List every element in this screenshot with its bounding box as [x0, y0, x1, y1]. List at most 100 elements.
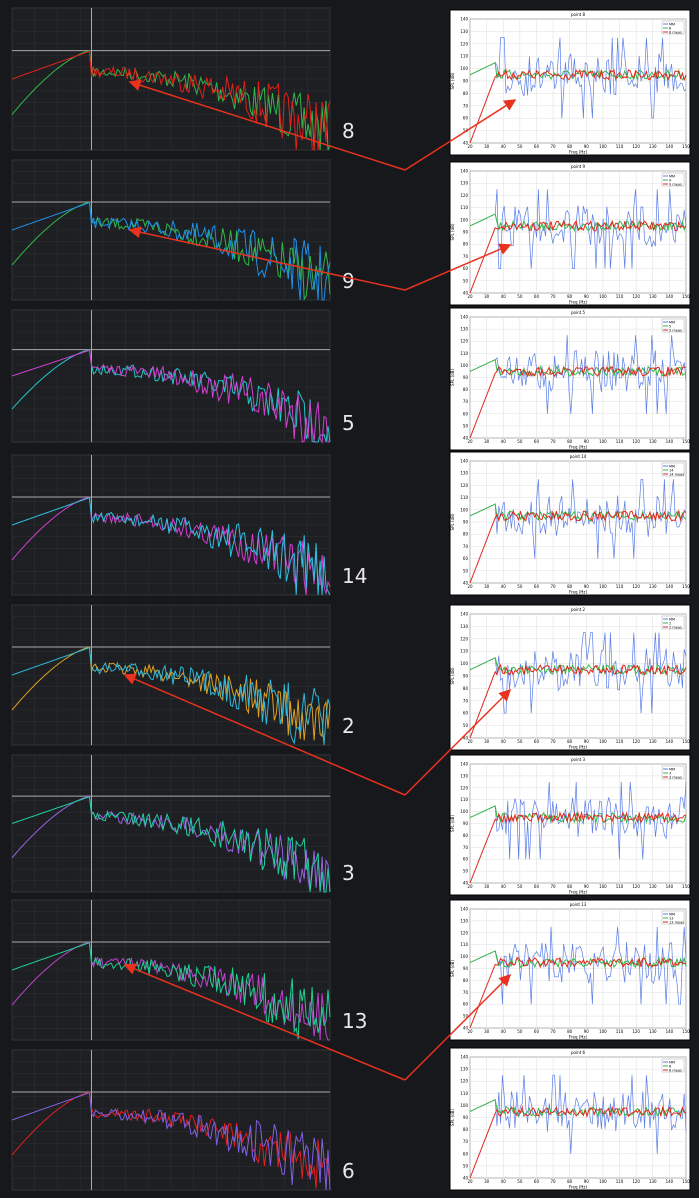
y-tick-label: 110 — [460, 495, 468, 500]
y-tick-label: 90 — [463, 1115, 469, 1120]
x-tick-label: 150 — [682, 144, 690, 149]
x-tick-label: 110 — [616, 439, 624, 444]
y-tick-label: 90 — [463, 821, 469, 826]
x-tick-label: 120 — [632, 1029, 640, 1034]
x-tick-label: 40 — [501, 584, 507, 589]
x-tick-label: 30 — [484, 884, 490, 889]
y-tick-label: 140 — [460, 762, 468, 767]
x-axis-label: Freq (Hz) — [569, 590, 588, 595]
x-tick-label: 130 — [649, 739, 657, 744]
x-tick-label: 80 — [567, 294, 573, 299]
x-axis-label: Freq (Hz) — [569, 1035, 588, 1040]
x-tick-label: 100 — [599, 439, 607, 444]
x-tick-label: 150 — [682, 439, 690, 444]
x-axis-label: Freq (Hz) — [569, 445, 588, 450]
x-tick-label: 90 — [584, 439, 590, 444]
y-tick-label: 110 — [460, 942, 468, 947]
x-tick-label: 50 — [517, 294, 523, 299]
x-tick-label: 140 — [666, 294, 674, 299]
y-tick-label: 120 — [460, 930, 468, 935]
right-plot — [450, 10, 690, 155]
x-tick-label: 130 — [649, 1179, 657, 1184]
x-tick-label: 90 — [584, 739, 590, 744]
x-tick-label: 110 — [616, 739, 624, 744]
y-tick-label: 70 — [463, 990, 469, 995]
plot-title: point 5 — [571, 310, 585, 315]
x-tick-label: 140 — [666, 144, 674, 149]
y-tick-label: 100 — [460, 217, 468, 222]
y-tick-label: 120 — [460, 339, 468, 344]
x-tick-label: 90 — [584, 1029, 590, 1034]
y-tick-label: 80 — [463, 91, 469, 96]
x-tick-label: 60 — [534, 739, 540, 744]
right-plot — [450, 605, 690, 750]
y-tick-label: 60 — [463, 1002, 469, 1007]
y-tick-label: 90 — [463, 79, 469, 84]
x-tick-label: 80 — [567, 884, 573, 889]
legend-entry: 3 meas — [669, 775, 682, 779]
y-tick-label: 70 — [463, 103, 469, 108]
y-tick-label: 80 — [463, 686, 469, 691]
x-axis-label: Freq (Hz) — [569, 745, 588, 750]
x-tick-label: 60 — [534, 294, 540, 299]
y-tick-label: 50 — [463, 1163, 469, 1168]
x-tick-label: 140 — [666, 1179, 674, 1184]
panel-number: 3 — [342, 861, 355, 885]
plot-title: point 8 — [571, 12, 585, 17]
x-tick-label: 70 — [551, 144, 557, 149]
y-tick-label: 130 — [460, 471, 468, 476]
legend-entry: 6 meas — [669, 1068, 682, 1072]
y-tick-label: 130 — [460, 624, 468, 629]
y-tick-label: 70 — [463, 544, 469, 549]
panel-number: 2 — [342, 714, 355, 738]
y-tick-label: 80 — [463, 242, 469, 247]
x-tick-label: 140 — [666, 1029, 674, 1034]
x-tick-label: 30 — [484, 739, 490, 744]
y-tick-label: 140 — [460, 169, 468, 174]
x-tick-label: 40 — [501, 144, 507, 149]
panel-number: 14 — [342, 564, 367, 588]
composite: 8point 814013012011010090807060504020304… — [0, 0, 699, 1198]
x-tick-label: 70 — [551, 294, 557, 299]
y-tick-label: 120 — [460, 193, 468, 198]
y-tick-label: 80 — [463, 833, 469, 838]
x-tick-label: 120 — [632, 144, 640, 149]
y-tick-label: 110 — [460, 351, 468, 356]
x-tick-label: 70 — [551, 584, 557, 589]
x-tick-label: 40 — [501, 439, 507, 444]
x-tick-label: 140 — [666, 439, 674, 444]
y-tick-label: 60 — [463, 266, 469, 271]
x-axis-label: Freq (Hz) — [569, 890, 588, 895]
y-tick-label: 100 — [460, 363, 468, 368]
x-tick-label: 20 — [467, 739, 473, 744]
x-tick-label: 70 — [551, 739, 557, 744]
x-tick-label: 30 — [484, 584, 490, 589]
x-axis-label: Freq (Hz) — [569, 150, 588, 155]
x-tick-label: 50 — [517, 884, 523, 889]
y-tick-label: 60 — [463, 857, 469, 862]
x-tick-label: 120 — [632, 439, 640, 444]
x-tick-label: 90 — [584, 884, 590, 889]
x-tick-label: 40 — [501, 294, 507, 299]
x-tick-label: 140 — [666, 584, 674, 589]
plot-title: point 9 — [571, 164, 585, 169]
y-axis-label: SPL (dB) — [450, 72, 455, 89]
x-tick-label: 80 — [567, 144, 573, 149]
x-tick-label: 30 — [484, 294, 490, 299]
plot-title: point 3 — [571, 757, 585, 762]
y-tick-label: 100 — [460, 507, 468, 512]
x-tick-label: 70 — [551, 1029, 557, 1034]
x-tick-label: 60 — [534, 1029, 540, 1034]
y-tick-label: 140 — [460, 907, 468, 912]
x-tick-label: 70 — [551, 1179, 557, 1184]
legend-entry: 14 meas — [669, 472, 684, 476]
y-axis-label: SPL (dB) — [450, 960, 455, 977]
x-tick-label: 80 — [567, 1029, 573, 1034]
x-tick-label: 80 — [567, 439, 573, 444]
x-tick-label: 120 — [632, 1179, 640, 1184]
x-tick-label: 150 — [682, 294, 690, 299]
legend-entry: 8 meas — [669, 30, 682, 34]
x-tick-label: 50 — [517, 439, 523, 444]
y-tick-label: 90 — [463, 966, 469, 971]
y-axis-label: SPL (dB) — [450, 223, 455, 240]
